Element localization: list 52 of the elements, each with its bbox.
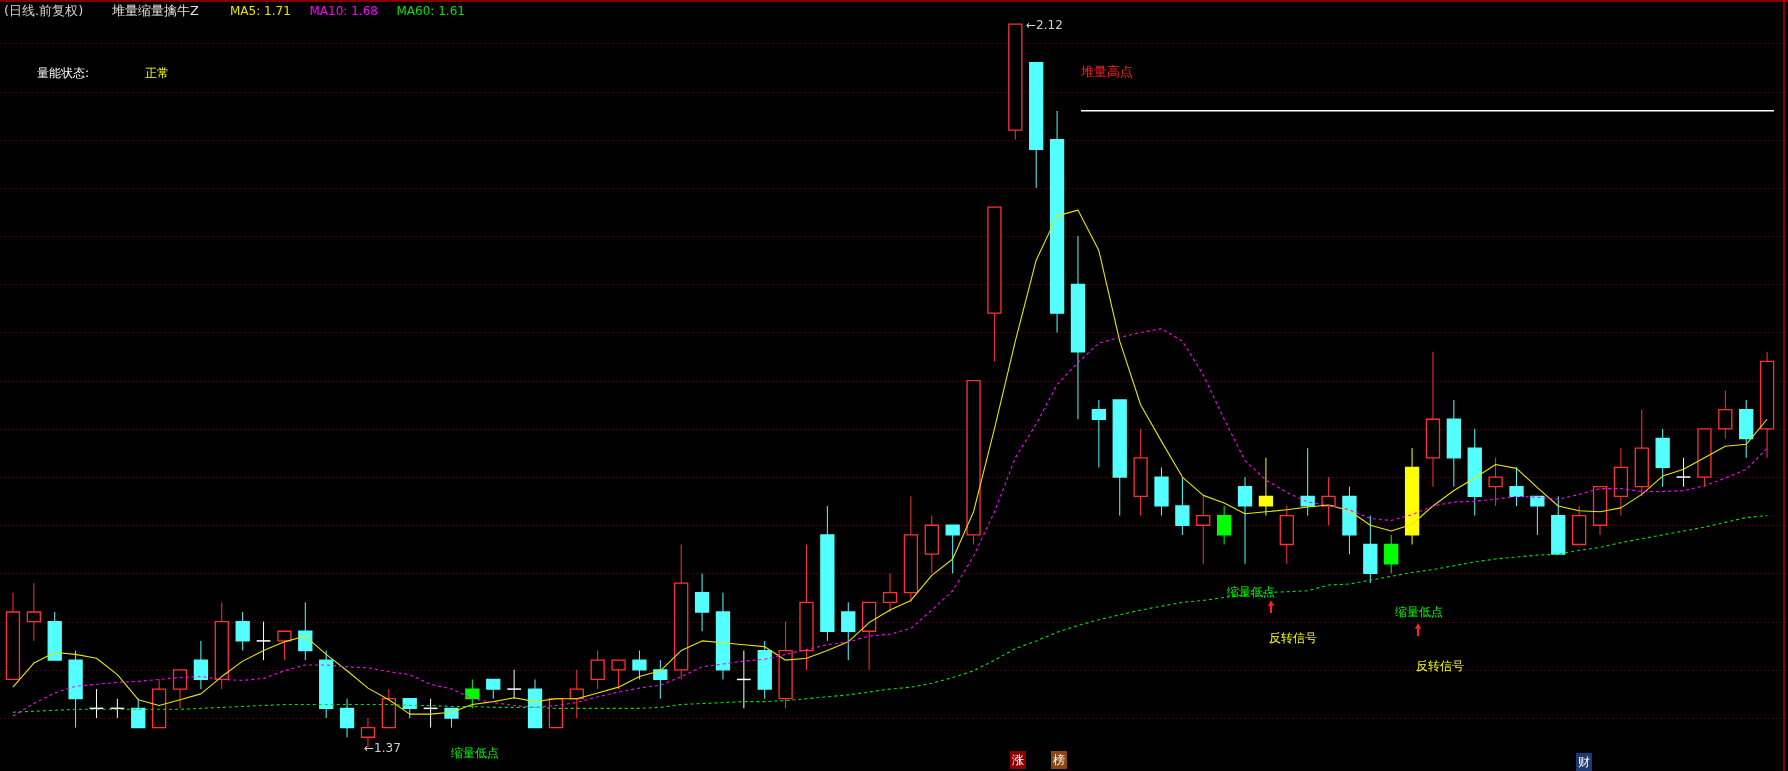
candlestick [1718, 389, 1733, 440]
candlestick [277, 630, 292, 661]
annotation: 缩量低点 [1395, 605, 1443, 619]
candlestick [465, 678, 480, 709]
chart-title: (日线.前复权) [4, 3, 84, 18]
candlestick [339, 698, 355, 738]
annotation: 正常 [145, 66, 169, 80]
candlestick [632, 650, 647, 680]
text: MA5: 1.71 [230, 4, 291, 18]
candlestick [1488, 457, 1503, 507]
ref-line-label: 堆量高点 [1080, 63, 1133, 79]
candlestick [1300, 447, 1315, 517]
candlestick [1675, 457, 1692, 488]
candlestick [1216, 505, 1232, 546]
annotation: 财 [1578, 755, 1590, 769]
candlestick [882, 572, 898, 613]
candlestick [1258, 457, 1274, 517]
text: MA60: 1.61 [396, 4, 465, 18]
candlestick [590, 650, 605, 690]
text: MA10: 1.68 [309, 4, 378, 18]
annotation: 反转信号 [1269, 631, 1317, 645]
candlestick [235, 611, 250, 652]
candlestick [193, 640, 209, 690]
candlestick [1091, 399, 1106, 468]
candlestick [402, 698, 417, 719]
candlestick [255, 621, 272, 661]
annotation: 反转信号 [1416, 659, 1464, 673]
annotation: 榜 [1053, 753, 1065, 767]
annotation: ←2.12 [1026, 18, 1063, 32]
annotation: ←1.37 [364, 741, 401, 755]
candlestick [1384, 534, 1399, 574]
candlestick [26, 582, 41, 642]
candlestick [1321, 476, 1336, 526]
candlestick [611, 659, 626, 690]
candlestick [653, 659, 668, 700]
candlestick [506, 669, 522, 700]
annotation: 涨 [1012, 753, 1024, 767]
annotation: 缩量低点 [451, 746, 499, 760]
annotation: 缩量低点 [1227, 585, 1275, 599]
candlestick [1196, 495, 1211, 565]
chart-subtitle: 堆量缩量擒牛Z [111, 3, 199, 18]
candlestick [172, 669, 188, 709]
candlestick [694, 572, 710, 632]
candlestick [945, 524, 960, 574]
candlestick [841, 601, 856, 661]
candlestick [1509, 466, 1524, 507]
annotation: 量能状态: [37, 66, 90, 80]
candlestick [1175, 476, 1190, 536]
candlestick [486, 678, 501, 700]
candlestick [1237, 476, 1253, 565]
candlestick [1530, 495, 1545, 536]
candlestick [131, 698, 146, 729]
